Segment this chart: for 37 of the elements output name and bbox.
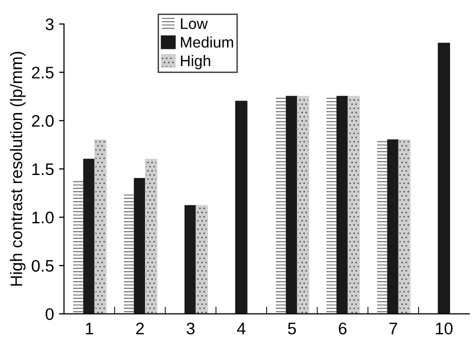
bar — [83, 158, 96, 314]
y-tick-label: 3 — [46, 18, 54, 30]
bar — [286, 96, 298, 314]
y-tick-label: 0.5 — [32, 260, 54, 272]
bar — [376, 139, 388, 314]
x-tick-label: 1 — [86, 322, 94, 334]
y-tick-label: 0 — [46, 308, 54, 320]
x-tick-label: 2 — [136, 322, 144, 334]
y-tick-label: 2.5 — [32, 66, 54, 79]
legend-label: Medium — [180, 36, 234, 48]
y-tick-label: 2.0 — [32, 115, 54, 127]
bar — [387, 139, 400, 314]
bar — [235, 100, 248, 314]
bar — [325, 96, 338, 314]
x-tick-label: 4 — [237, 322, 246, 334]
legend-label: Low — [180, 18, 208, 30]
bar — [196, 205, 208, 314]
bar — [144, 158, 158, 314]
x-tick-label: 10 — [436, 322, 453, 334]
bar — [274, 96, 287, 314]
bar — [134, 178, 146, 314]
bar — [122, 192, 135, 314]
x-tick-label: 7 — [389, 322, 398, 334]
y-tick-label: 1.0 — [32, 212, 54, 224]
y-tick-label: 1.5 — [32, 164, 54, 176]
legend-label: High — [180, 55, 210, 70]
bar — [348, 96, 360, 314]
x-tick-label: 5 — [288, 322, 296, 334]
bar — [398, 139, 411, 314]
bar — [94, 139, 107, 314]
bar — [184, 205, 197, 314]
bar — [336, 96, 349, 314]
x-tick-label: 6 — [338, 322, 347, 334]
bar — [296, 96, 310, 314]
bar — [438, 42, 450, 314]
y-axis-title: High contrast resolution (lp/mm) — [10, 52, 26, 286]
x-tick-label: 3 — [186, 322, 195, 334]
